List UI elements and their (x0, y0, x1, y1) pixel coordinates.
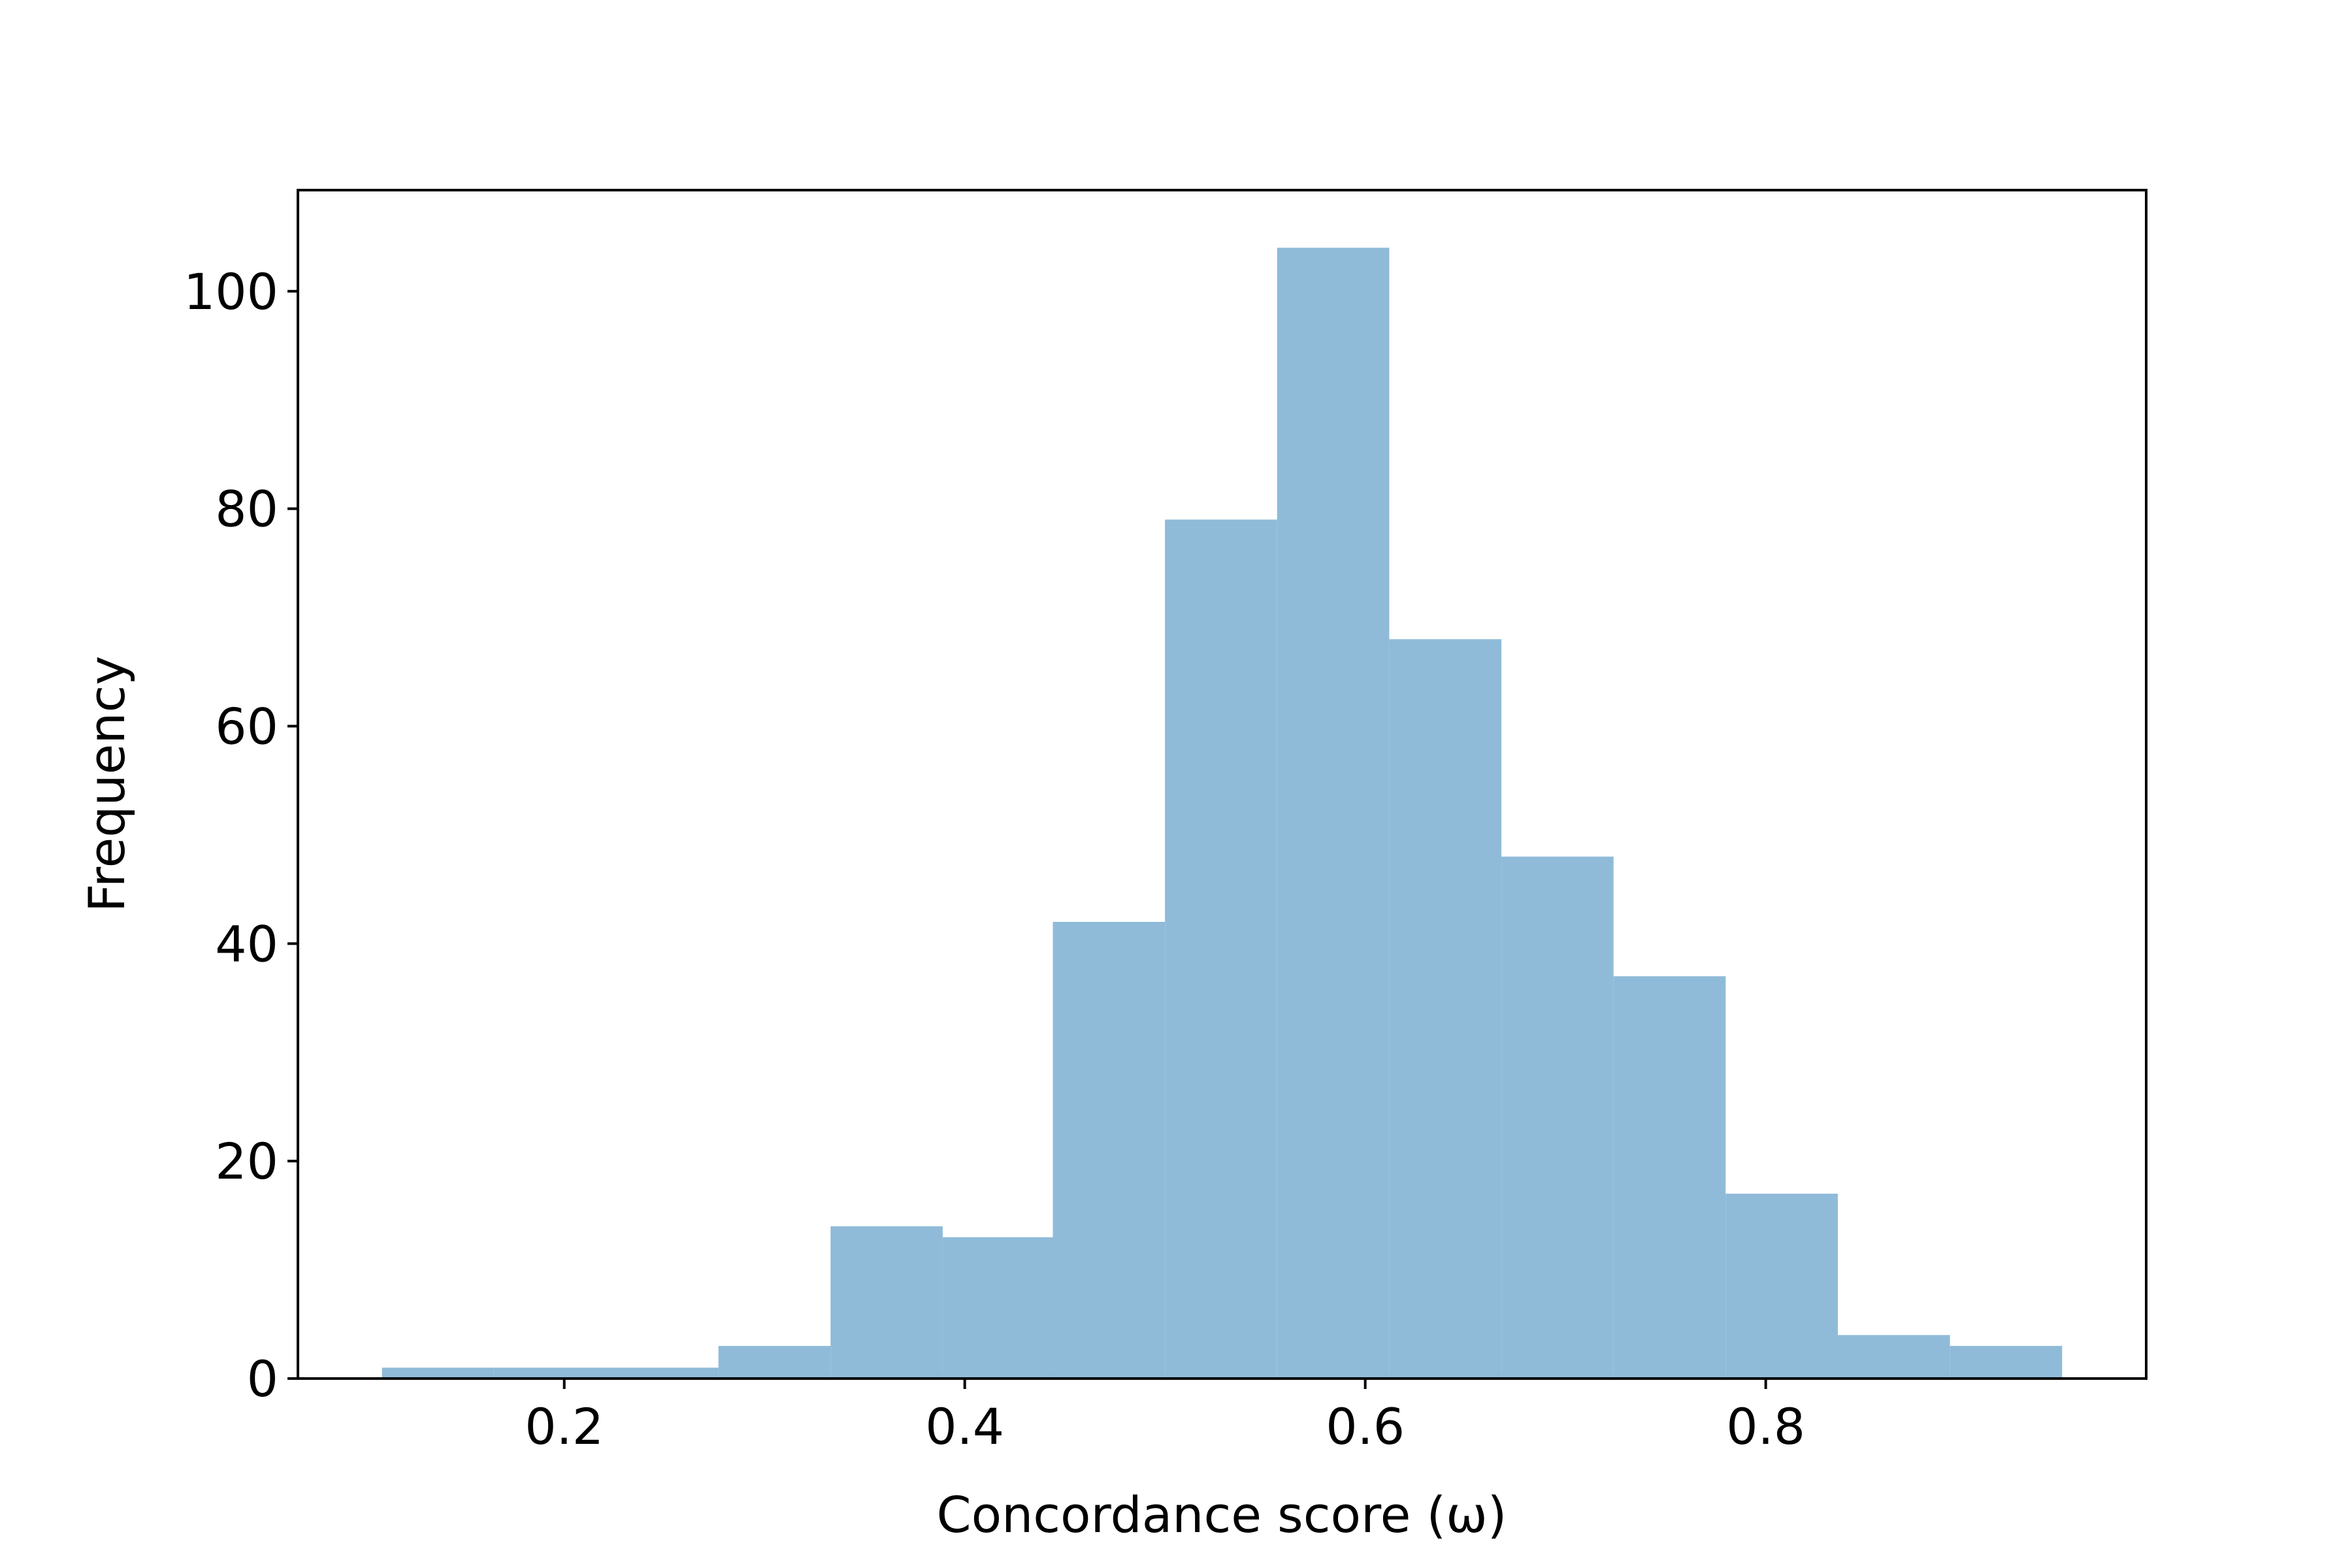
bar (942, 1237, 1053, 1379)
bar (1389, 639, 1502, 1379)
bar (1165, 519, 1277, 1379)
x-tick-label: 0.8 (1726, 1397, 1805, 1456)
x-axis-label: Concordance score (ω) (937, 1486, 1507, 1544)
bar (1277, 248, 1390, 1379)
bar (1950, 1346, 2063, 1379)
bar (382, 1367, 495, 1379)
bar (606, 1367, 719, 1379)
y-tick-label: 80 (215, 480, 278, 538)
y-axis-label: Frequency (78, 656, 136, 913)
y-tick-label: 60 (215, 697, 278, 755)
y-tick-label: 100 (184, 263, 278, 321)
y-tick-label: 20 (215, 1132, 278, 1190)
bar (1053, 922, 1166, 1379)
y-tick-label: 0 (247, 1350, 278, 1408)
x-tick-label: 0.4 (925, 1397, 1004, 1456)
plot-frame (297, 189, 2148, 1380)
x-tick-label: 0.2 (525, 1397, 604, 1456)
bar (494, 1367, 607, 1379)
bar (1501, 857, 1614, 1379)
bar (1725, 1194, 1838, 1379)
bar (1837, 1335, 1950, 1379)
y-tick-label: 40 (215, 915, 278, 973)
bar (1613, 976, 1726, 1379)
x-tick-label: 0.6 (1326, 1397, 1405, 1456)
bar (830, 1226, 943, 1379)
bar (718, 1346, 831, 1379)
